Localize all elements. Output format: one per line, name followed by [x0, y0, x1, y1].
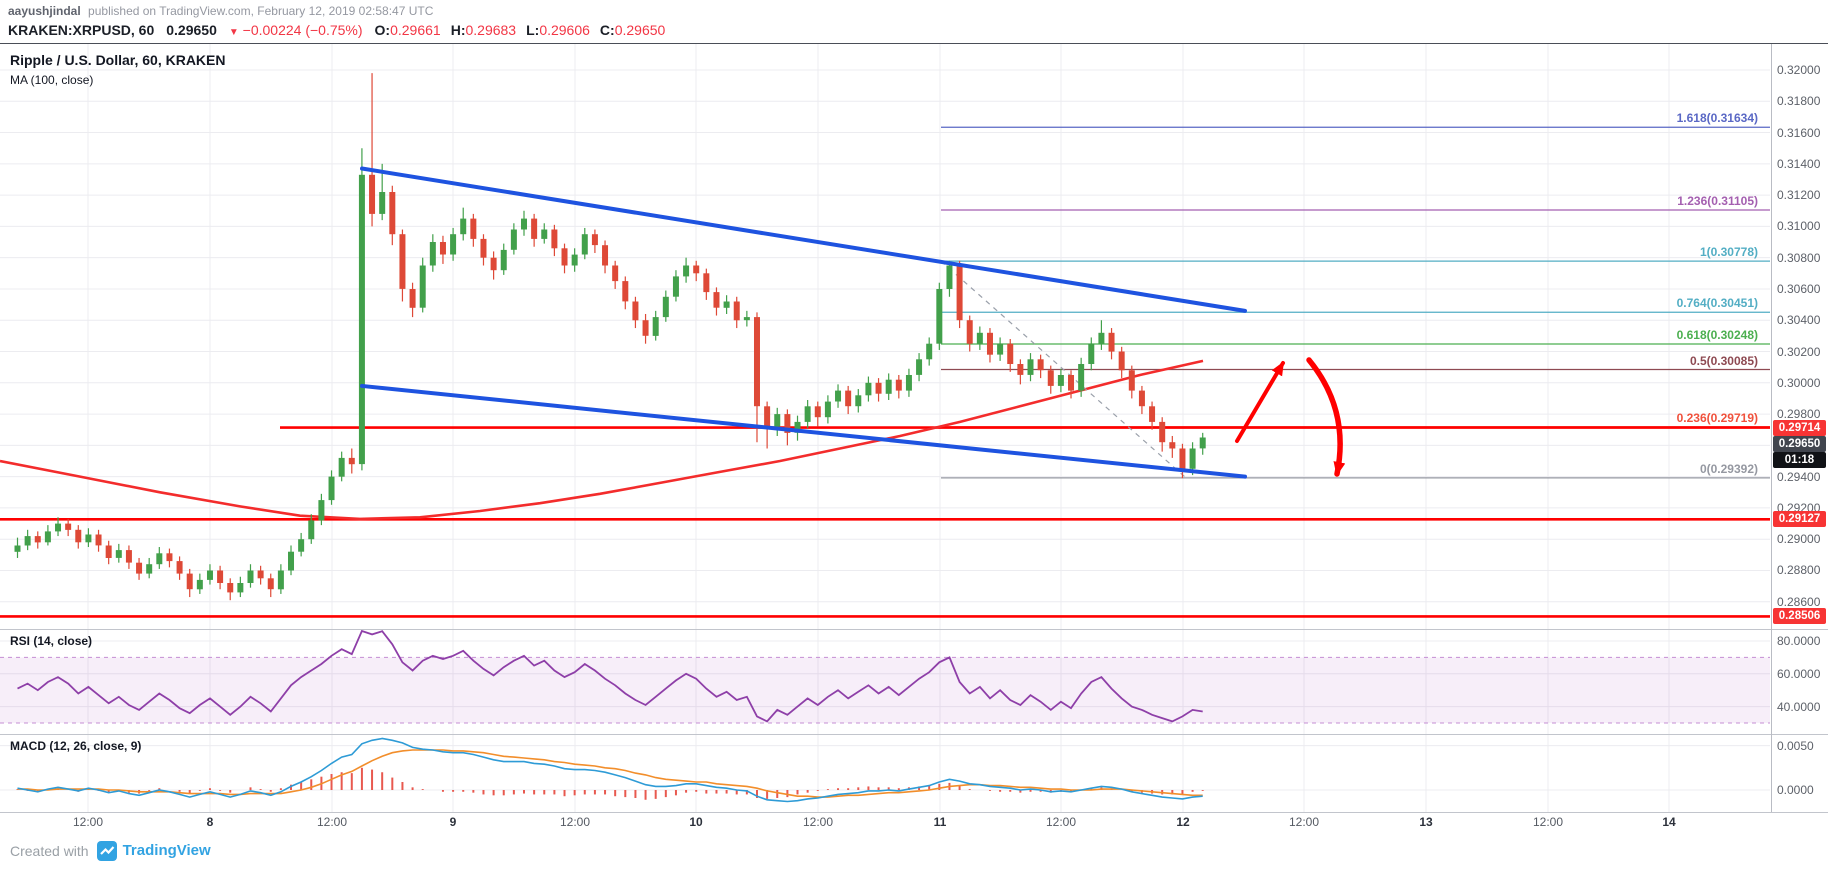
countdown-badge: 01:18: [1773, 451, 1826, 468]
macd-axis-tick: 0.0000: [1777, 783, 1814, 797]
price-line-badge: 0.29714: [1773, 419, 1826, 436]
time-axis-label: 12:00: [1045, 815, 1077, 829]
price-axis-tick: 0.29000: [1777, 532, 1821, 547]
price-axis-tick: 0.29800: [1777, 407, 1821, 422]
time-axis-label: 10: [689, 815, 703, 829]
panel-divider: [0, 734, 1828, 735]
price-axis-tick: 0.31400: [1777, 156, 1821, 171]
tradingview-logo-icon: [96, 840, 117, 861]
open-label: O:: [374, 22, 391, 38]
snapshot-footer: Created with TradingView: [0, 832, 1828, 869]
macd-axis-tick: 0.0050: [1777, 738, 1814, 753]
tradingview-wordmark: TradingView: [122, 842, 211, 859]
panel-divider: [0, 812, 1828, 813]
price-axis-tick: 0.31000: [1777, 219, 1821, 234]
last-price-text: 0.29650: [166, 22, 217, 38]
symbol-line: KRAKEN:XRPUSD, 60 0.29650 ▼ −0.00224 (−0…: [8, 20, 1828, 40]
time-axis-label: 12:00: [802, 815, 834, 829]
rsi-canvas[interactable]: [0, 629, 1770, 734]
price-axis-tick: 0.30600: [1777, 281, 1821, 296]
time-axis-label: 8: [206, 815, 214, 829]
created-with-label: Created with: [10, 842, 89, 859]
symbol-title: KRAKEN:XRPUSD, 60: [8, 22, 155, 38]
close-value: 0.29650: [614, 22, 666, 38]
price-axis-tick: 0.31600: [1777, 125, 1821, 140]
price-axis-tick: 0.28600: [1777, 594, 1821, 609]
down-triangle-icon: ▼: [228, 27, 239, 38]
open-value: 0.29661: [390, 22, 441, 38]
time-axis-label: 14: [1662, 815, 1676, 829]
tradingview-link[interactable]: TradingView: [96, 840, 211, 861]
price-axis-tick: 0.30400: [1777, 313, 1821, 328]
rsi-axis-tick: 60.0000: [1777, 666, 1821, 681]
time-axis-label: 13: [1419, 815, 1433, 829]
last-price-badge: 0.29650: [1773, 435, 1826, 452]
price-axis-tick: 0.30200: [1777, 344, 1821, 359]
chart-region: 1.618(0.31634) 1.236(0.31105) 1(0.30778) 0.…: [0, 44, 1828, 832]
price-line-badge: 0.29127: [1773, 511, 1826, 528]
publish-info: published on TradingView.com, February 1…: [88, 4, 434, 18]
time-axis-label: 12:00: [1532, 815, 1564, 829]
high-label: H:: [450, 22, 466, 38]
time-axis-label: 12:00: [72, 815, 104, 829]
publish-line: aayushjindal published on TradingView.co…: [8, 3, 1828, 20]
price-axis-tick: 0.29400: [1777, 469, 1821, 484]
time-axis-label: 12:00: [316, 815, 348, 829]
change-value: −0.00224 (−0.75%): [242, 22, 363, 38]
panel-divider: [0, 629, 1828, 630]
price-axis-tick: 0.30800: [1777, 250, 1821, 265]
price-axis[interactable]: 0.32000 0.31800 0.31600 0.31400 0.31200 0.310…: [1771, 44, 1828, 812]
rsi-axis-tick: 80.0000: [1777, 634, 1821, 648]
price-change: ▼ −0.00224 (−0.75%): [229, 20, 363, 43]
price-axis-tick: 0.31800: [1777, 94, 1821, 109]
price-axis-tick: 0.32000: [1777, 63, 1821, 77]
price-chart-canvas[interactable]: [0, 44, 1770, 629]
snapshot-header: aayushjindal published on TradingView.co…: [0, 0, 1828, 44]
time-axis-label: 12:00: [559, 815, 591, 829]
publisher-name[interactable]: aayushjindal: [8, 4, 81, 18]
price-line-badge: 0.28506: [1773, 608, 1826, 625]
time-axis-label: 12: [1176, 815, 1190, 829]
rsi-axis-tick: 40.0000: [1777, 699, 1821, 714]
time-axis-label: 12:00: [1288, 815, 1320, 829]
low-value: 0.29606: [539, 22, 590, 38]
high-value: 0.29683: [465, 22, 517, 38]
time-axis[interactable]: 12:00 8 12:00 9 12:00 10 12:00 11 12:00 12 12:00 13…: [0, 813, 1770, 832]
low-label: L:: [526, 22, 540, 38]
time-axis-label: 11: [933, 815, 947, 829]
time-axis-label: 9: [449, 815, 457, 829]
ohlc-values: O:0.29661 H:0.29683 L:0.29606 C:0.29650: [375, 20, 666, 40]
close-label: C:: [599, 22, 615, 38]
price-axis-tick: 0.31200: [1777, 188, 1821, 203]
price-axis-tick: 0.30000: [1777, 375, 1821, 390]
macd-canvas[interactable]: [0, 734, 1770, 812]
price-axis-tick: 0.28800: [1777, 563, 1821, 578]
